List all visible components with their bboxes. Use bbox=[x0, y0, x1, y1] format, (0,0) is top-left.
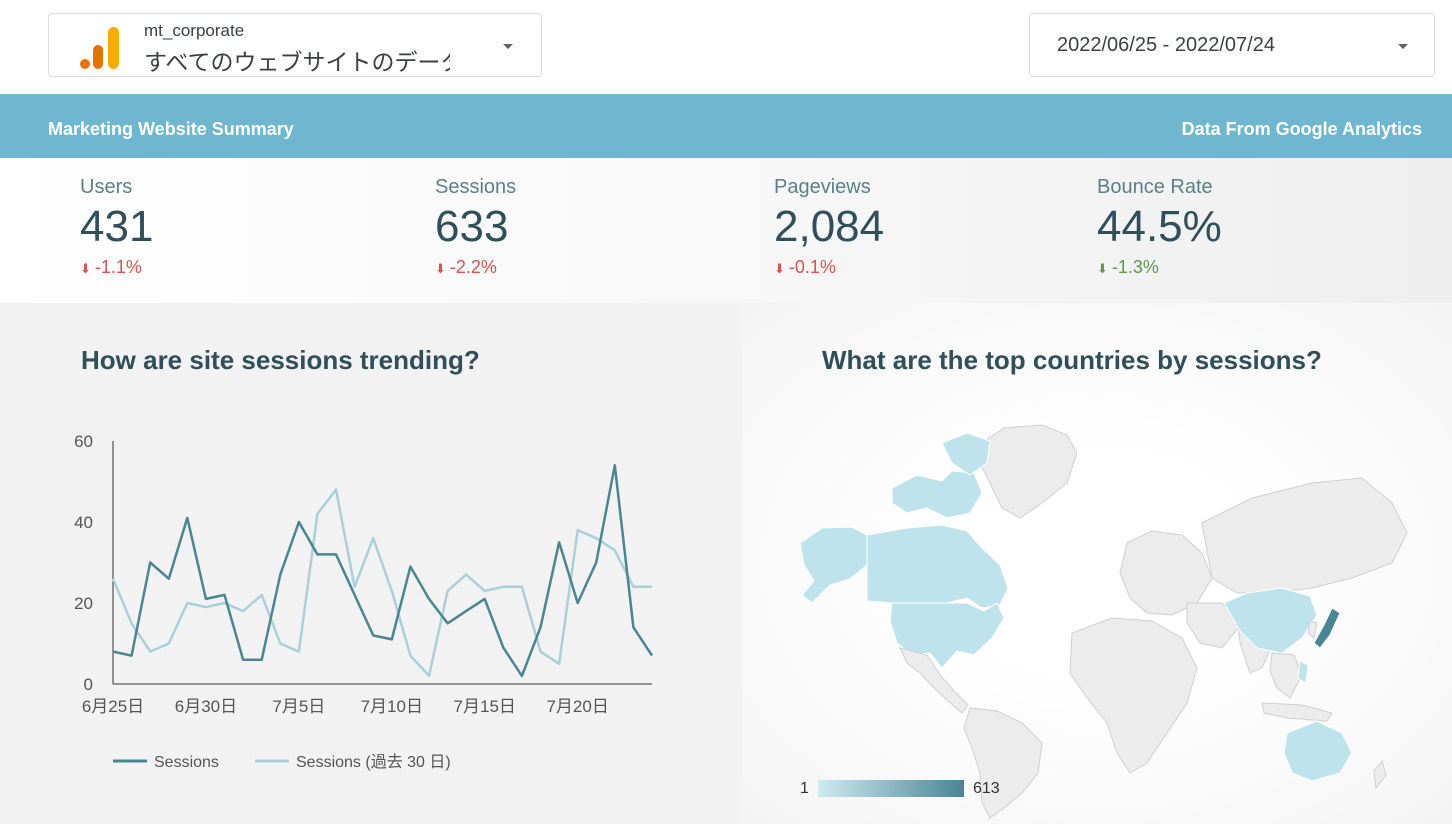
y-tick-label: 40 bbox=[74, 513, 93, 532]
map-region-se-asia[interactable] bbox=[1269, 652, 1303, 699]
kpi-change-value: -1.3% bbox=[1111, 257, 1159, 277]
country-map-panel: What are the top countries by sessions? bbox=[742, 303, 1452, 824]
chevron-down-icon[interactable] bbox=[1398, 44, 1408, 49]
world-map: 1 613 bbox=[799, 424, 1408, 819]
kpi-label: Users bbox=[80, 176, 133, 198]
scale-min-label: 1 bbox=[800, 780, 809, 797]
kpi-users: Users 431 ⬇ -1.1% bbox=[80, 176, 153, 278]
color-scale-bar bbox=[818, 780, 964, 797]
kpi-pageviews: Pageviews 2,084 ⬇ -0.1% bbox=[774, 176, 884, 278]
y-tick-label: 20 bbox=[74, 594, 93, 613]
y-tick-label: 0 bbox=[84, 675, 93, 694]
map-region-indonesia[interactable] bbox=[1261, 702, 1333, 722]
x-tick-label: 7月15日 bbox=[454, 697, 516, 716]
map-region-new-zealand[interactable] bbox=[1373, 759, 1387, 790]
analytics-logo-icon bbox=[80, 27, 119, 69]
map-title: What are the top countries by sessions? bbox=[822, 345, 1322, 375]
legend-label: Sessions (過去 30 日) bbox=[296, 753, 451, 771]
kpi-row: Users 431 ⬇ -1.1% Sessions 633 ⬇ -2.2% Pag… bbox=[0, 158, 1452, 303]
map-region-russia[interactable] bbox=[1201, 477, 1408, 594]
chart-title: How are site sessions trending? bbox=[81, 345, 480, 375]
map-region-greenland[interactable] bbox=[979, 424, 1078, 519]
map-region-middle-east[interactable] bbox=[1186, 602, 1243, 649]
report-title: Marketing Website Summary bbox=[48, 119, 294, 139]
kpi-value: 633 bbox=[435, 202, 509, 251]
kpi-bounce-rate: Bounce Rate 44.5% ⬇ -1.3% bbox=[1097, 176, 1222, 278]
arrow-down-icon: ⬇ bbox=[80, 261, 91, 276]
kpi-value: 431 bbox=[80, 202, 154, 251]
map-region-south-america[interactable] bbox=[963, 707, 1043, 819]
arrow-down-icon: ⬇ bbox=[1097, 261, 1108, 276]
legend-label: Sessions bbox=[154, 754, 219, 771]
map-region-china[interactable] bbox=[1223, 587, 1318, 654]
kpi-label: Bounce Rate bbox=[1097, 176, 1213, 198]
date-range-picker[interactable]: 2022/06/25 - 2022/07/24 bbox=[1029, 13, 1435, 77]
kpi-change-value: -1.1% bbox=[94, 257, 142, 277]
series-line-0[interactable] bbox=[112, 464, 654, 678]
kpi-change-value: -2.2% bbox=[449, 257, 497, 277]
kpi-change: ⬇ -2.2% bbox=[435, 257, 516, 278]
property-name: すべてのウェブサイトのデータ bbox=[144, 50, 450, 76]
kpi-change: ⬇ -0.1% bbox=[774, 257, 884, 278]
scale-max-label: 613 bbox=[973, 780, 1000, 797]
arrow-down-icon: ⬇ bbox=[435, 261, 446, 276]
date-range-value: 2022/06/25 - 2022/07/24 bbox=[1057, 34, 1275, 56]
kpi-change: ⬇ -1.1% bbox=[80, 257, 153, 278]
kpi-sessions: Sessions 633 ⬇ -2.2% bbox=[435, 176, 516, 278]
account-name: mt_corporate bbox=[144, 21, 245, 40]
kpi-label: Pageviews bbox=[774, 176, 871, 198]
kpi-change: ⬇ -1.3% bbox=[1097, 257, 1222, 278]
map-region-usa[interactable] bbox=[889, 602, 1005, 669]
series-line-1[interactable] bbox=[111, 488, 652, 678]
y-tick-label: 60 bbox=[74, 432, 93, 451]
kpi-value: 44.5% bbox=[1097, 202, 1222, 251]
x-tick-label: 7月20日 bbox=[546, 697, 608, 716]
map-region-mexico[interactable] bbox=[899, 647, 969, 714]
header-banner: Marketing Website Summary Data From Goog… bbox=[0, 94, 1452, 158]
map-region-philippines[interactable] bbox=[1297, 660, 1309, 684]
arrow-down-icon: ⬇ bbox=[774, 261, 785, 276]
top-controls: mt_corporate すべてのウェブサイトのデータ 2022/06/25 -… bbox=[0, 0, 1452, 94]
kpi-change-value: -0.1% bbox=[788, 257, 836, 277]
x-tick-label: 6月30日 bbox=[175, 697, 237, 716]
sessions-trend-panel: How are site sessions trending? 0 20 40 60 … bbox=[0, 303, 742, 824]
map-region-europe[interactable] bbox=[1119, 530, 1213, 616]
kpi-label: Sessions bbox=[435, 176, 517, 198]
map-region-alaska[interactable] bbox=[799, 526, 868, 604]
map-region-australia[interactable] bbox=[1283, 720, 1353, 782]
x-tick-label: 6月25日 bbox=[82, 697, 144, 716]
chevron-down-icon[interactable] bbox=[503, 44, 513, 49]
map-region-korea[interactable] bbox=[1307, 620, 1318, 639]
x-tick-label: 7月5日 bbox=[272, 697, 325, 716]
sessions-line-chart: 0 20 40 60 6月25日 6月30日 7月5日 7月10日 7月15日 7月20日 Se… bbox=[74, 432, 654, 771]
x-tick-label: 7月10日 bbox=[361, 697, 423, 716]
kpi-value: 2,084 bbox=[774, 202, 885, 251]
map-region-africa[interactable] bbox=[1069, 617, 1198, 774]
data-source-label: Data From Google Analytics bbox=[1181, 119, 1422, 139]
map-region-canada[interactable] bbox=[866, 524, 1009, 609]
map-region-baffin[interactable] bbox=[941, 432, 991, 476]
map-region-japan[interactable] bbox=[1313, 607, 1341, 649]
map-region-canada-islands[interactable] bbox=[891, 470, 983, 519]
account-selector[interactable]: mt_corporate すべてのウェブサイトのデータ bbox=[48, 13, 542, 77]
